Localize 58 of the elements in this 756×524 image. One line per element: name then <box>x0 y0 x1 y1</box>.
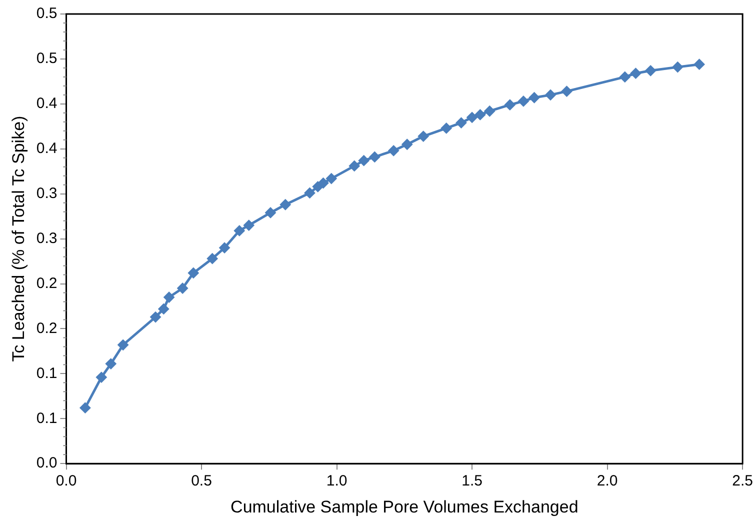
point <box>348 160 360 172</box>
point <box>105 358 116 370</box>
y-tick-label: 0.3 <box>36 184 58 202</box>
point <box>694 58 705 70</box>
point <box>80 402 91 414</box>
point <box>418 130 429 142</box>
point <box>456 117 467 128</box>
point <box>304 187 316 198</box>
y-tick-label: 0.5 <box>36 50 58 68</box>
point <box>219 242 230 254</box>
point <box>440 122 452 134</box>
point <box>518 96 529 107</box>
point <box>369 151 380 162</box>
point <box>528 92 540 104</box>
x-tick-label: 2.0 <box>596 472 618 490</box>
x-tick-label: 1.5 <box>462 472 482 490</box>
x-axis-title: Cumulative Sample Pore Volumes Exchanged <box>230 497 578 516</box>
point <box>388 145 400 156</box>
y-tick-label: 0.3 <box>36 230 58 247</box>
point <box>243 220 254 231</box>
point <box>188 267 199 278</box>
x-tick-label: 0.5 <box>191 472 212 490</box>
point <box>402 138 413 150</box>
point <box>150 312 162 323</box>
y-tick-label: 0.2 <box>36 320 58 337</box>
point <box>96 372 107 383</box>
point <box>545 89 556 100</box>
point <box>466 112 478 123</box>
y-tick-label: 0.2 <box>36 274 58 292</box>
point <box>358 155 370 166</box>
x-tick-label: 1.0 <box>326 472 348 490</box>
point <box>630 68 642 79</box>
y-tick-label: 0.4 <box>36 140 58 158</box>
point <box>484 106 496 117</box>
y-tick-label: 0.1 <box>36 410 58 427</box>
y-tick-label: 0.4 <box>36 95 58 112</box>
point <box>118 339 129 350</box>
point <box>561 86 572 97</box>
point <box>504 99 516 110</box>
point <box>206 253 218 264</box>
y-tick-label: 0.1 <box>36 364 58 382</box>
point <box>234 225 245 236</box>
point <box>164 292 175 303</box>
x-tick-label: 2.5 <box>732 472 754 490</box>
point <box>265 207 276 218</box>
y-tick-label: 0.0 <box>36 454 58 472</box>
point <box>280 199 291 210</box>
x-tick-label: 0.0 <box>56 472 77 490</box>
point <box>318 178 329 189</box>
point <box>619 71 630 82</box>
point <box>177 282 188 294</box>
point <box>158 303 170 314</box>
y-tick-label: 0.5 <box>36 5 58 22</box>
point <box>645 65 656 76</box>
point <box>672 62 684 73</box>
point <box>474 109 486 120</box>
point <box>326 173 337 184</box>
y-axis-title: Tc Leached (% of Total Tc Spike) <box>8 116 28 362</box>
